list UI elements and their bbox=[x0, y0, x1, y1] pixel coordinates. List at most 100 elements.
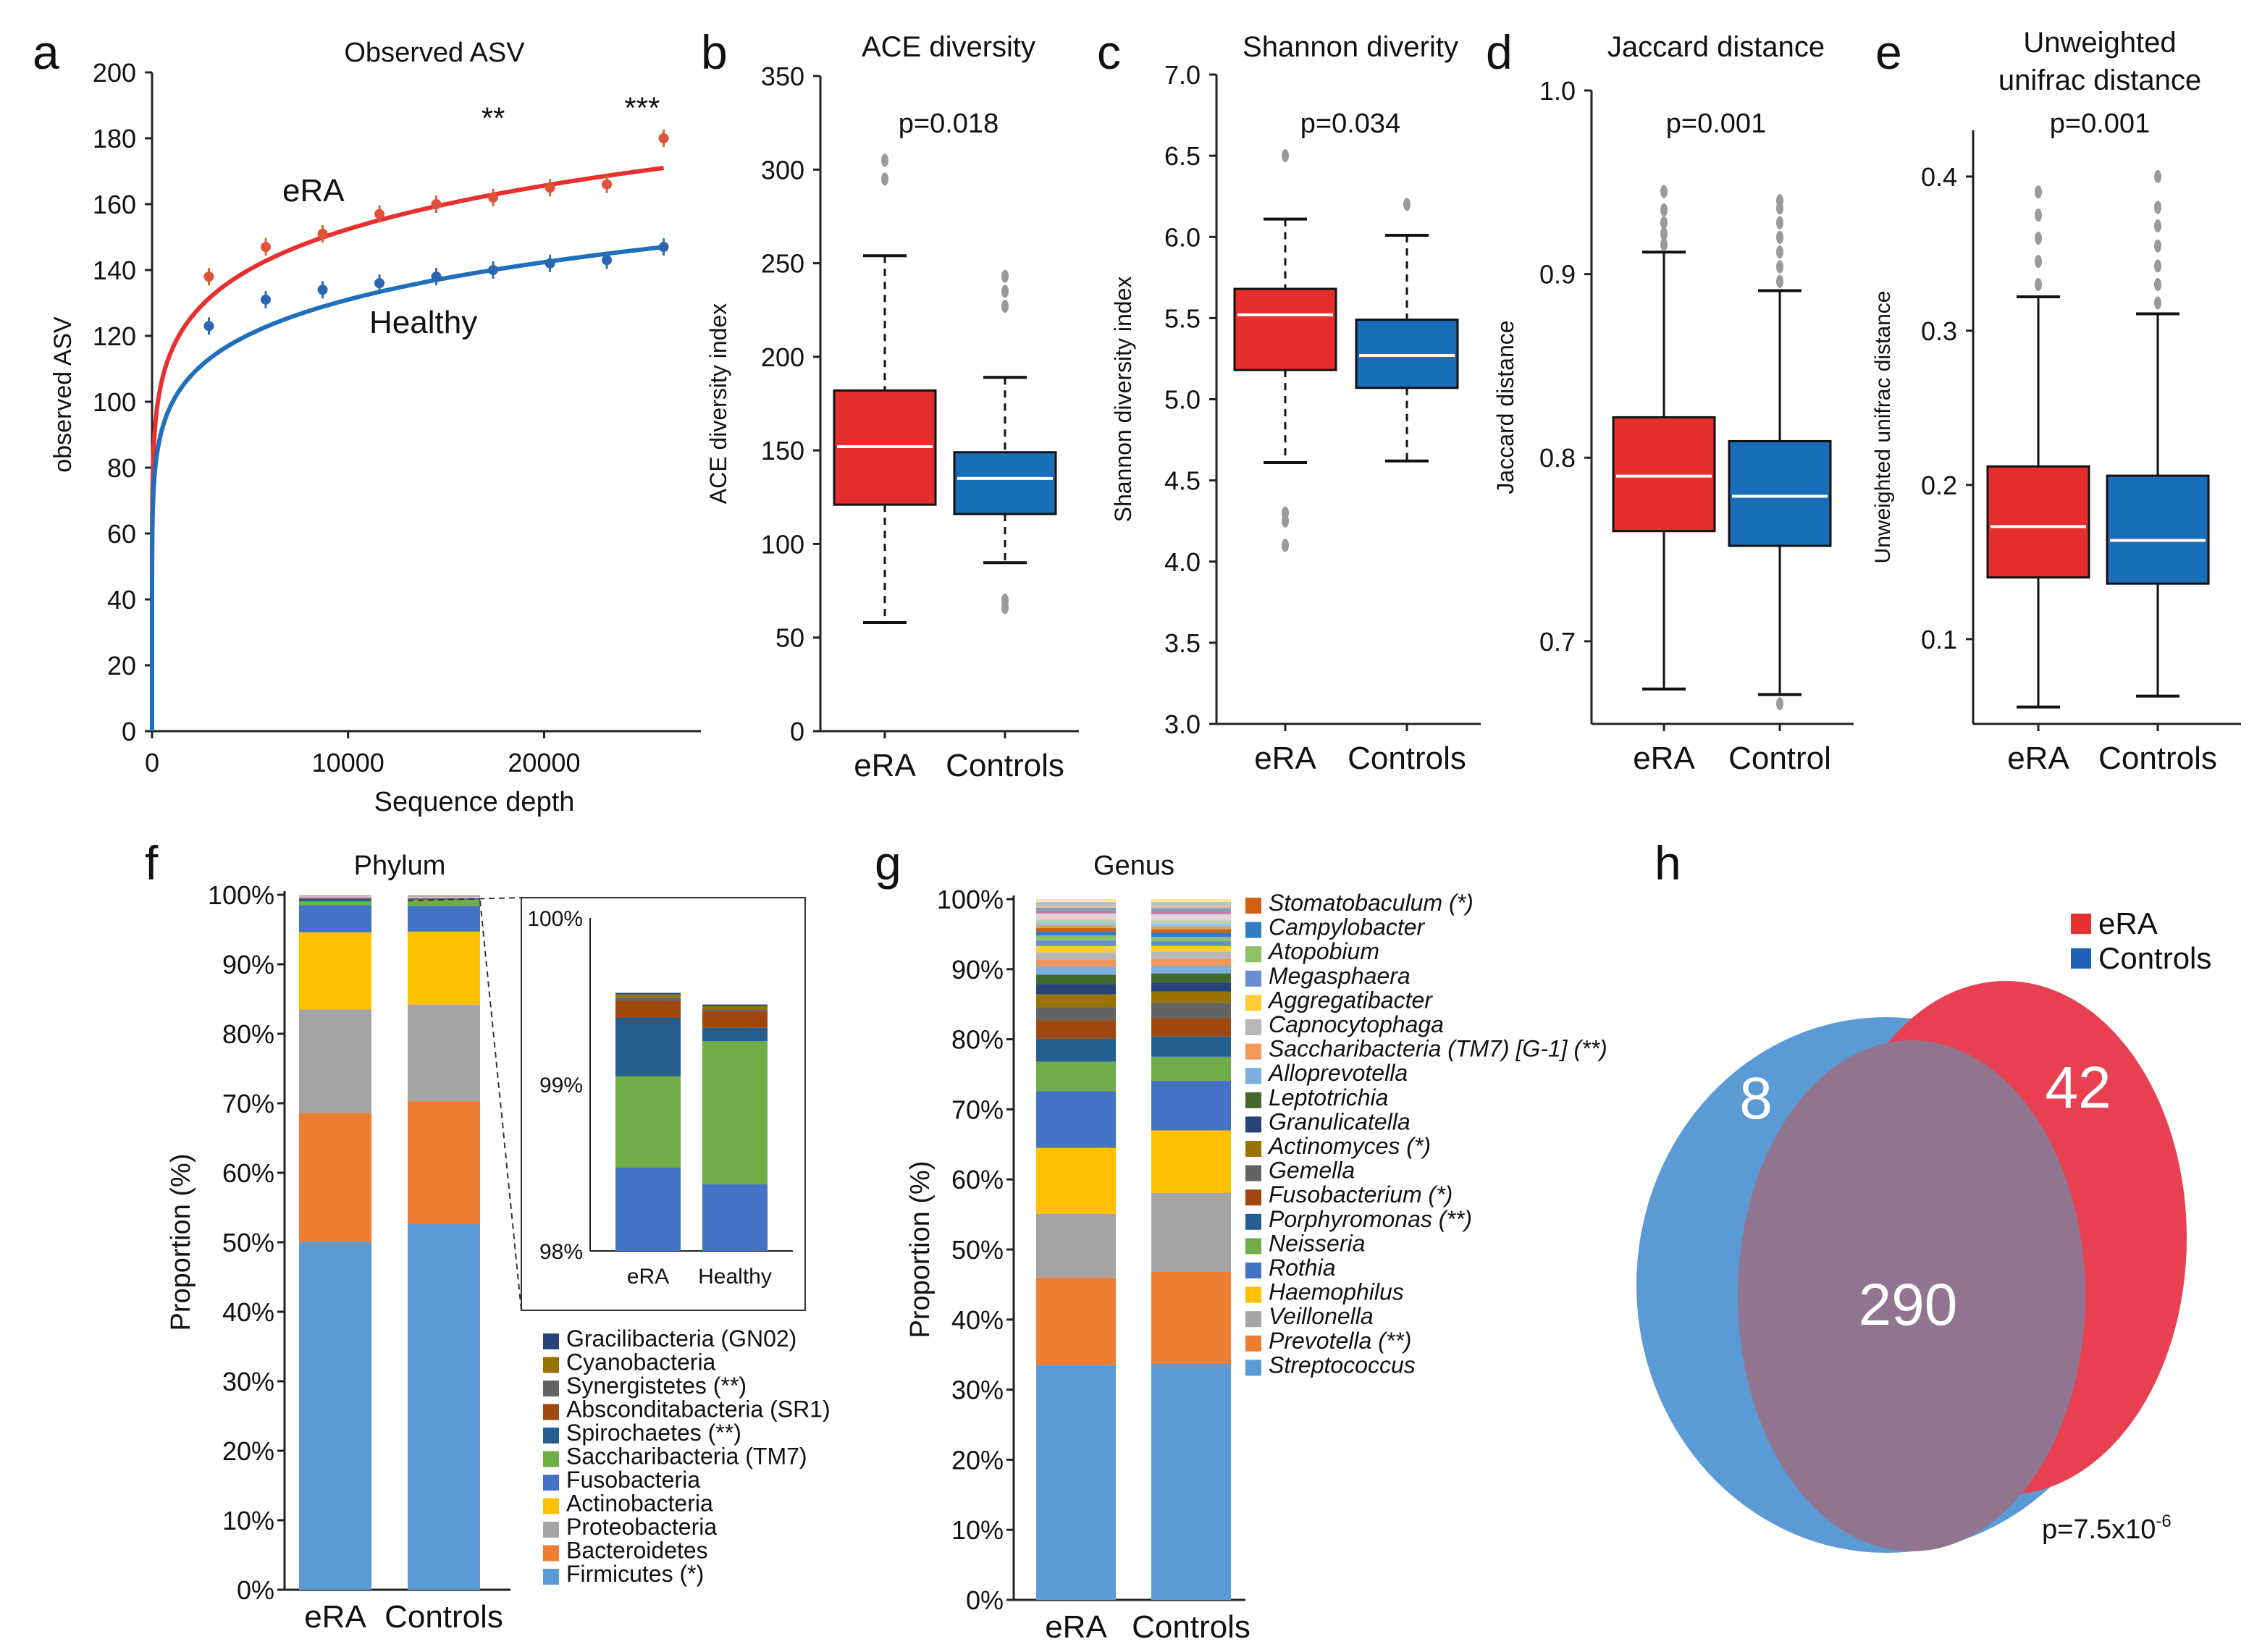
legend-label: Stomatobaculum (*) bbox=[1269, 890, 1474, 916]
stack-segment-minor bbox=[1036, 916, 1116, 919]
stack-segment-minor bbox=[1036, 904, 1116, 908]
legend-label: Granulicatella bbox=[1269, 1108, 1411, 1134]
chart-a-point-healthy bbox=[203, 321, 214, 332]
legend-swatch bbox=[1245, 1263, 1261, 1278]
chart-a-point-healthy bbox=[374, 278, 385, 289]
panel-letter-b: b bbox=[701, 25, 728, 79]
box-outlier bbox=[2154, 259, 2161, 273]
stack-segment bbox=[1036, 952, 1116, 960]
venn-pvalue-exponent: -6 bbox=[2156, 1512, 2171, 1531]
box-outlier bbox=[1660, 216, 1668, 229]
inset-category-label: eRA bbox=[627, 1265, 669, 1289]
box-iqr bbox=[2106, 474, 2210, 585]
stack-segment bbox=[408, 899, 480, 901]
stack-segment-minor bbox=[299, 896, 371, 898]
chart-a-significance: ** bbox=[482, 101, 505, 135]
box-outlier bbox=[2035, 232, 2042, 245]
panel-letter-g: g bbox=[875, 836, 901, 890]
box-outlier bbox=[1776, 260, 1783, 274]
stack-segment-minor bbox=[408, 897, 480, 898]
chart-panel-c-category-label: Controls bbox=[1348, 741, 1466, 776]
chart-a-y-tick-label: 20 bbox=[107, 651, 136, 680]
stack-segment bbox=[1151, 1192, 1231, 1272]
inset-stack-segment bbox=[615, 994, 681, 998]
legend-swatch bbox=[543, 1428, 559, 1444]
stack-segment-minor bbox=[1036, 907, 1116, 911]
inset-stack-segment bbox=[702, 1006, 768, 1010]
box-outlier bbox=[1776, 697, 1783, 711]
inset-stack-segment bbox=[702, 1004, 768, 1006]
legend-label: Fusobacterium (*) bbox=[1269, 1181, 1453, 1208]
legend-label: Spirochaetes (**) bbox=[566, 1420, 741, 1446]
box-outlier bbox=[1776, 216, 1783, 229]
stack-segment bbox=[1151, 932, 1231, 937]
chart-panel-c-y-tick-label: 7.0 bbox=[1164, 60, 1201, 90]
box-outlier bbox=[1403, 198, 1411, 211]
box-outlier bbox=[2035, 277, 2042, 291]
chart-panel-g-y-tick-label: 100% bbox=[937, 885, 1004, 914]
inset-stack-segment bbox=[702, 1027, 768, 1042]
legend-swatch bbox=[1245, 1311, 1261, 1328]
legend-label: Fusobacteria bbox=[566, 1467, 700, 1493]
stack-segment-minor bbox=[1036, 899, 1116, 902]
stack-segment bbox=[1036, 940, 1116, 946]
legend-label: Aggregatibacter bbox=[1267, 987, 1433, 1013]
stack-segment-minor bbox=[1151, 920, 1231, 924]
stack-segment-minor bbox=[1151, 926, 1231, 930]
legend-swatch bbox=[1245, 1019, 1261, 1035]
box-outlier bbox=[2035, 185, 2042, 199]
stack-segment bbox=[299, 1113, 371, 1242]
chart-panel-g-y-tick-label: 90% bbox=[951, 955, 1004, 985]
inset-y-tick-label: 100% bbox=[527, 907, 583, 931]
legend-label: Actinomyces (*) bbox=[1267, 1133, 1431, 1159]
stack-segment bbox=[1151, 1080, 1231, 1131]
legend-swatch bbox=[1245, 1189, 1261, 1206]
chart-panel-g-category-label: Controls bbox=[1132, 1609, 1250, 1645]
chart-a-point-era bbox=[602, 179, 613, 190]
chart-panel-e-pvalue: p=0.001 bbox=[2050, 109, 2150, 139]
chart-panel-b-y-tick-label: 350 bbox=[761, 62, 804, 91]
venn-count-era-only: 42 bbox=[2045, 1055, 2111, 1121]
chart-panel-g-y-tick-label: 30% bbox=[951, 1375, 1004, 1405]
chart-a-fit-line-healthy bbox=[150, 245, 664, 731]
chart-panel-b-pvalue: p=0.018 bbox=[899, 109, 999, 139]
panel-letter-h: h bbox=[1655, 836, 1681, 890]
stack-segment-minor bbox=[408, 895, 480, 897]
chart-a-point-era bbox=[374, 208, 385, 219]
panel-letter-a: a bbox=[33, 25, 59, 79]
stack-segment bbox=[1151, 991, 1231, 1003]
chart-a-point-era bbox=[658, 133, 669, 143]
stack-segment-minor bbox=[1036, 913, 1116, 916]
box-outlier bbox=[2154, 169, 2161, 183]
inset-connector-top bbox=[407, 897, 522, 901]
chart-panel-e-title-line: Unweighted bbox=[2023, 27, 2176, 59]
chart-panel-g-y-tick-label: 80% bbox=[951, 1025, 1004, 1055]
inset-stack-segment bbox=[702, 1011, 768, 1028]
chart-panel-f-category-label: Controls bbox=[384, 1599, 503, 1635]
legend-label: Gracilibacteria (GN02) bbox=[566, 1326, 796, 1352]
stack-segment-minor bbox=[1036, 922, 1116, 925]
box-outlier bbox=[1660, 185, 1668, 198]
stack-segment bbox=[1151, 1003, 1231, 1019]
box-iqr bbox=[1233, 287, 1337, 371]
inset-stack-segment bbox=[702, 1041, 768, 1184]
chart-panel-c-y-tick-label: 3.0 bbox=[1164, 709, 1201, 739]
box-outlier bbox=[1282, 149, 1289, 163]
chart-a-point-era bbox=[203, 271, 214, 282]
chart-panel-g-title: Genus bbox=[1093, 851, 1174, 881]
box-outlier bbox=[1282, 506, 1289, 520]
chart-panel-f-y-tick-label: 80% bbox=[222, 1019, 274, 1049]
chart-a-y-tick-label: 100 bbox=[93, 387, 136, 417]
stack-segment bbox=[1151, 982, 1231, 992]
legend-swatch bbox=[1245, 1165, 1261, 1181]
chart-a-point-era bbox=[261, 242, 272, 253]
inset-stack-segment bbox=[615, 1076, 681, 1168]
inset-connector-bottom bbox=[479, 900, 522, 1311]
stack-segment bbox=[299, 1242, 371, 1590]
legend-label: Porphyromonas (**) bbox=[1269, 1206, 1472, 1232]
chart-panel-d-category-label: Control bbox=[1728, 741, 1831, 776]
legend-label: Haemophilus bbox=[1269, 1279, 1404, 1305]
legend-swatch bbox=[543, 1381, 559, 1396]
inset-stack-segment bbox=[615, 998, 681, 1001]
chart-panel-b-category-label: eRA bbox=[854, 748, 916, 783]
